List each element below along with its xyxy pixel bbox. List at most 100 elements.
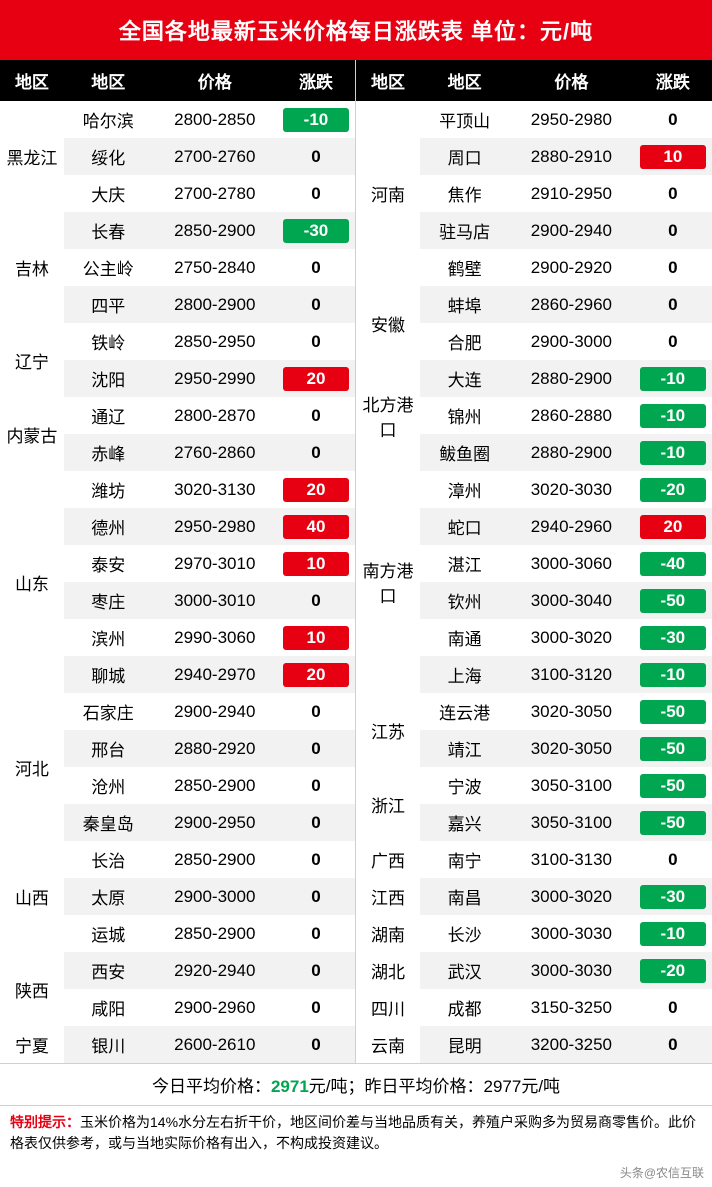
change-cell: -10	[634, 397, 712, 434]
table-row: 江苏连云港3020-3050-50	[356, 693, 712, 730]
change-badge: 10	[283, 626, 349, 650]
note-warn: 特别提示：	[10, 1114, 80, 1130]
change-badge: 20	[283, 367, 349, 391]
city-cell: 驻马店	[420, 212, 509, 249]
city-cell: 石家庄	[64, 693, 153, 730]
change-cell: 0	[277, 767, 355, 804]
change-cell: 0	[634, 249, 712, 286]
change-cell: -30	[277, 212, 355, 249]
city-cell: 枣庄	[64, 582, 153, 619]
price-cell: 3100-3130	[509, 841, 634, 878]
change-badge: 0	[283, 1033, 349, 1057]
price-cell: 2850-2900	[153, 841, 277, 878]
price-cell: 2920-2940	[153, 952, 277, 989]
province-cell: 南方港口	[356, 471, 420, 693]
city-cell: 平顶山	[420, 101, 509, 138]
change-badge: -30	[283, 219, 349, 243]
province-cell: 宁夏	[0, 1026, 64, 1063]
city-cell: 聊城	[64, 656, 153, 693]
province-cell: 湖北	[356, 952, 420, 989]
change-cell: 20	[277, 471, 355, 508]
city-cell: 潍坊	[64, 471, 153, 508]
th-price: 价格	[509, 60, 634, 101]
change-badge: 0	[640, 996, 706, 1020]
change-badge: 20	[283, 478, 349, 502]
change-cell: -10	[634, 434, 712, 471]
price-cell: 2750-2840	[153, 249, 277, 286]
change-cell: 0	[634, 101, 712, 138]
page-title: 全国各地最新玉米价格每日涨跌表 单位：元/吨	[0, 0, 712, 60]
th-change: 涨跌	[277, 60, 355, 101]
change-badge: 10	[283, 552, 349, 576]
change-cell: -50	[634, 804, 712, 841]
province-cell: 北方港口	[356, 360, 420, 471]
city-cell: 秦皇岛	[64, 804, 153, 841]
table-row: 南方港口漳州3020-3030-20	[356, 471, 712, 508]
change-cell: 0	[634, 1026, 712, 1063]
city-cell: 运城	[64, 915, 153, 952]
change-cell: 0	[277, 249, 355, 286]
city-cell: 大连	[420, 360, 509, 397]
change-cell: -50	[634, 693, 712, 730]
city-cell: 泰安	[64, 545, 153, 582]
change-badge: 0	[283, 256, 349, 280]
province-cell: 陕西	[0, 952, 64, 1026]
table-row: 湖南长沙3000-3030-10	[356, 915, 712, 952]
th-change: 涨跌	[634, 60, 712, 101]
change-badge: 0	[283, 404, 349, 428]
price-cell: 3000-3040	[509, 582, 634, 619]
city-cell: 湛江	[420, 545, 509, 582]
price-cell: 2950-2990	[153, 360, 277, 397]
right-table: 地区 地区 价格 涨跌 河南平顶山2950-29800周口2880-291010…	[356, 60, 712, 1063]
city-cell: 昆明	[420, 1026, 509, 1063]
change-badge: 0	[640, 1033, 706, 1057]
left-half: 地区 地区 价格 涨跌 黑龙江哈尔滨2800-2850-10绥化2700-276…	[0, 60, 356, 1063]
change-cell: -20	[634, 471, 712, 508]
price-cell: 2760-2860	[153, 434, 277, 471]
change-cell: 0	[277, 582, 355, 619]
price-cell: 2990-3060	[153, 619, 277, 656]
province-cell: 安徽	[356, 286, 420, 360]
change-badge: 0	[283, 293, 349, 317]
price-table-container: 全国各地最新玉米价格每日涨跌表 单位：元/吨 地区 地区 价格 涨跌 黑龙江哈尔…	[0, 0, 712, 1187]
change-badge: 0	[283, 441, 349, 465]
city-cell: 通辽	[64, 397, 153, 434]
city-cell: 咸阳	[64, 989, 153, 1026]
change-badge: 0	[283, 922, 349, 946]
change-badge: 0	[283, 737, 349, 761]
table-row: 宁夏银川2600-26100	[0, 1026, 355, 1063]
change-badge: 0	[283, 959, 349, 983]
change-cell: 0	[277, 730, 355, 767]
change-cell: -10	[634, 360, 712, 397]
change-cell: 0	[277, 397, 355, 434]
price-cell: 3000-3030	[509, 915, 634, 952]
province-cell: 山西	[0, 841, 64, 952]
province-cell: 云南	[356, 1026, 420, 1063]
change-badge: -30	[640, 885, 706, 909]
summary-p1: 今日平均价格：	[152, 1077, 271, 1096]
price-cell: 2800-2850	[153, 101, 277, 138]
price-cell: 2970-3010	[153, 545, 277, 582]
price-cell: 2860-2880	[509, 397, 634, 434]
price-cell: 3050-3100	[509, 767, 634, 804]
city-cell: 合肥	[420, 323, 509, 360]
city-cell: 四平	[64, 286, 153, 323]
province-cell: 辽宁	[0, 323, 64, 397]
source-label: 头条@农信互联	[0, 1162, 712, 1187]
change-cell: 10	[634, 138, 712, 175]
table-row: 陕西西安2920-29400	[0, 952, 355, 989]
table-wrap: 地区 地区 价格 涨跌 黑龙江哈尔滨2800-2850-10绥化2700-276…	[0, 60, 712, 1063]
change-cell: 0	[277, 841, 355, 878]
price-cell: 3020-3030	[509, 471, 634, 508]
province-cell: 河北	[0, 693, 64, 841]
change-badge: 40	[283, 515, 349, 539]
price-cell: 2600-2610	[153, 1026, 277, 1063]
province-cell: 广西	[356, 841, 420, 878]
note-body: 玉米价格为14%水分左右折干价，地区间价差与当地品质有关，养殖户采购多为贸易商零…	[10, 1114, 696, 1151]
summary-highlight: 2971	[271, 1077, 309, 1096]
summary-row: 今日平均价格：2971元/吨；昨日平均价格：2977元/吨	[0, 1063, 712, 1105]
city-cell: 焦作	[420, 175, 509, 212]
change-badge: -50	[640, 811, 706, 835]
city-cell: 锦州	[420, 397, 509, 434]
th-region2: 地区	[64, 60, 153, 101]
